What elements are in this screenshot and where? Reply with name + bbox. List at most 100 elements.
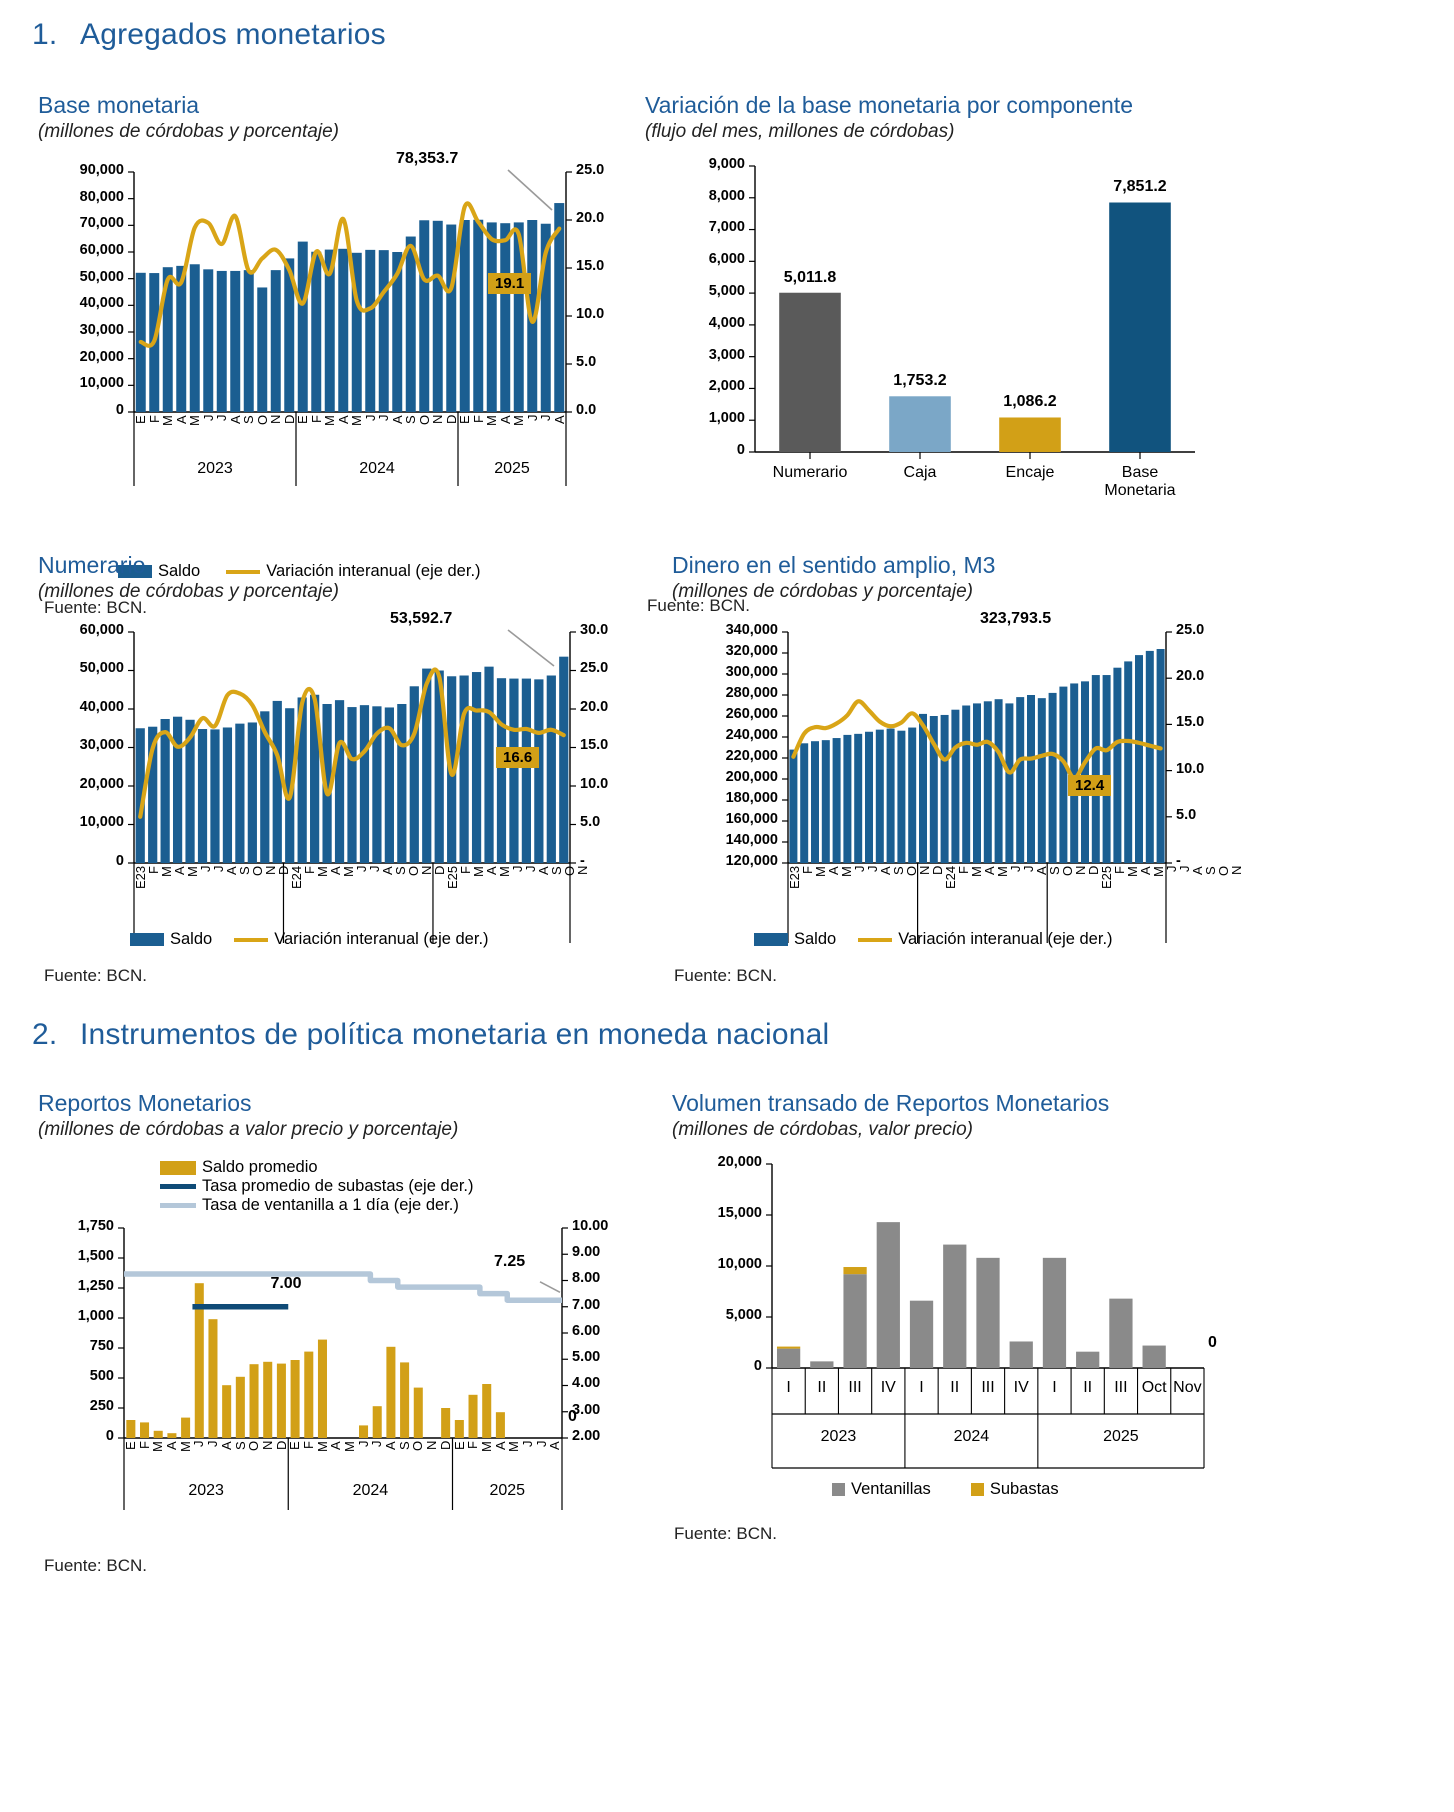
- x-axis-month-label: M: [150, 1440, 166, 1452]
- annotation-saldo-value: 78,353.7: [396, 149, 459, 167]
- y2-axis-tick-label: 2.00: [572, 1427, 601, 1444]
- x-axis-category-line: Numerario: [772, 463, 848, 481]
- x-axis-month-label: N: [575, 865, 590, 876]
- line-swatch-icon: [226, 569, 261, 574]
- line-swatch-icon: [160, 1203, 196, 1208]
- chart-subtitle: (millones de córdobas y porcentaje): [38, 121, 339, 143]
- x-axis-month-label: J: [214, 414, 229, 422]
- x-axis-category-line: Monetaria: [1104, 481, 1176, 499]
- y2-axis-tick-label: 4.00: [572, 1375, 601, 1392]
- source-note: Fuente: BCN.: [647, 596, 750, 615]
- y-axis-tick-label: 4,000: [708, 314, 745, 331]
- x-axis-month-label: D: [437, 1440, 453, 1451]
- x-axis-category-label: Base Monetaria: [1068, 464, 1212, 499]
- y-axis-tick-label: 140,000: [725, 831, 778, 848]
- y-axis-tick-label: 1,000: [77, 1307, 114, 1324]
- annotation-tasa-ventanilla: 7.25: [494, 1253, 526, 1271]
- x-axis-month-label: N: [259, 1440, 275, 1451]
- x-axis-year-label: 2025: [489, 1481, 526, 1499]
- x-axis-month-label: N: [430, 414, 445, 425]
- x-axis-month-label: M: [839, 865, 854, 877]
- x-axis-month-label: E: [457, 414, 472, 424]
- y2-axis-tick-label: -: [580, 852, 585, 869]
- y2-axis-tick-label: 8.00: [572, 1270, 601, 1287]
- legend-label: Ventanillas: [851, 1480, 931, 1498]
- chart-legend: Saldo Variación interanual (eje der.): [130, 930, 489, 949]
- y-axis-tick-label: 240,000: [725, 726, 778, 743]
- y2-axis-tick-label: 10.0: [1176, 760, 1205, 777]
- y-axis-tick-label: 10,000: [717, 1255, 762, 1272]
- line-swatch-icon: [234, 937, 269, 942]
- legend-label: Saldo: [170, 930, 213, 948]
- x-axis-quarter-label: Nov: [1173, 1378, 1202, 1396]
- section-2-heading: 2. Instrumentos de política monetaria en…: [32, 1018, 829, 1052]
- x-axis-month-label: A: [335, 414, 351, 424]
- x-axis-month-label: A: [164, 1440, 180, 1450]
- y2-axis-tick-label: 3.00: [572, 1401, 601, 1418]
- x-axis-month-label: J: [354, 865, 369, 873]
- x-axis-month-label: M: [160, 414, 175, 426]
- y-axis-tick-label: 2,000: [708, 378, 745, 395]
- x-axis-month-label: O: [246, 1440, 262, 1452]
- y2-axis-tick-label: 15.0: [1176, 714, 1205, 731]
- x-axis-quarter-label: II: [817, 1378, 827, 1396]
- y-axis-tick-label: 90,000: [79, 161, 124, 178]
- chart-reportos-monetarios: Reportos Monetarios (millones de córdoba…: [38, 1090, 658, 1575]
- legend-label: Variación interanual (eje der.): [266, 562, 481, 580]
- x-axis-month-label: J: [200, 414, 216, 422]
- y2-axis-tick-label: 7.00: [572, 1296, 601, 1313]
- x-axis-month-label: J: [362, 414, 378, 422]
- x-axis-quarter-label: Oct: [1141, 1378, 1167, 1396]
- line-swatch-icon: [160, 1184, 196, 1189]
- line-swatch-icon: [858, 937, 893, 942]
- chart-base-monetaria: Base monetaria (millones de córdobas y p…: [38, 92, 638, 617]
- x-axis-month-label: E: [295, 414, 310, 424]
- x-axis-quarter-label: III: [1114, 1378, 1128, 1396]
- x-axis-year-label: 2024: [953, 1427, 990, 1445]
- x-axis-month-label: N: [268, 414, 283, 425]
- chart-title: Volumen transado de Reportos Monetarios: [672, 1090, 1110, 1116]
- y2-axis-tick-label: 10.0: [576, 305, 605, 322]
- y2-axis-tick-label: 25.0: [1176, 621, 1205, 638]
- legend-item-ventanillas: Ventanillas: [832, 1480, 931, 1499]
- x-axis-category-line: Encaje: [1005, 463, 1055, 481]
- x-axis-month-label: M: [322, 414, 337, 426]
- x-axis-month-label: F: [470, 414, 486, 423]
- y-axis-tick-label: 6,000: [708, 251, 745, 268]
- chart-title: Numerario: [38, 552, 146, 578]
- annotation-variacion-value: 16.6: [496, 747, 540, 769]
- chart-subtitle: (millones de córdobas y porcentaje): [38, 581, 339, 603]
- chart-title: Base monetaria: [38, 92, 200, 118]
- x-axis-month-label: M: [511, 414, 526, 426]
- y-axis-tick-label: 20,000: [79, 775, 124, 792]
- legend-label: Saldo promedio: [202, 1158, 318, 1176]
- x-axis-month-labels: E23 F M A M J J A S O N D E24 F M A M J J A S O N D E25 F M A M J J A S O…: [133, 865, 590, 912]
- y-axis-tick-label: 180,000: [725, 789, 778, 806]
- x-axis-month-label: M: [478, 1440, 494, 1452]
- source-note: Fuente: BCN.: [44, 966, 147, 985]
- x-axis-quarter-label: I: [786, 1378, 791, 1396]
- y-axis-tick-label: 9,000: [708, 155, 745, 172]
- y2-axis-tick-label: 0.0: [576, 401, 597, 418]
- y2-axis-tick-label: 25.0: [580, 660, 609, 677]
- legend-label: Saldo: [794, 930, 837, 948]
- legend-item-tasa-ventanilla: Tasa de ventanilla a 1 día (eje der.): [160, 1196, 459, 1215]
- legend-item-tasa-subastas: Tasa promedio de subastas (eje der.): [160, 1177, 474, 1196]
- x-axis-year-label: 2025: [1103, 1427, 1139, 1445]
- x-axis-month-label: O: [254, 414, 270, 426]
- chart-title: Variación de la base monetaria por compo…: [645, 92, 1133, 118]
- x-axis-month-label: M: [506, 1440, 522, 1452]
- bar-value-label: 7,851.2: [1113, 178, 1167, 196]
- plot-area: 0 5,000 10,000 15,000 20,000 0 I II III IV I II III I…: [672, 1148, 1252, 1478]
- x-axis-month-label: E: [287, 1440, 303, 1450]
- y2-axis-tick-label: 15.0: [576, 257, 605, 274]
- section-2-title: Instrumentos de política monetaria en mo…: [80, 1018, 830, 1051]
- section-1-heading: 1. Agregados monetarios: [32, 18, 386, 52]
- x-axis-quarter-label: IV: [880, 1378, 896, 1396]
- y-axis-tick-label: 15,000: [717, 1204, 762, 1221]
- y-axis-tick-label: 220,000: [725, 747, 778, 764]
- x-axis-month-label: A: [328, 1440, 344, 1450]
- y2-axis-tick-label: 6.00: [572, 1322, 601, 1339]
- legend-label: Tasa de ventanilla a 1 día (eje der.): [202, 1196, 459, 1214]
- annotation-variacion-value: 12.4: [1068, 775, 1112, 797]
